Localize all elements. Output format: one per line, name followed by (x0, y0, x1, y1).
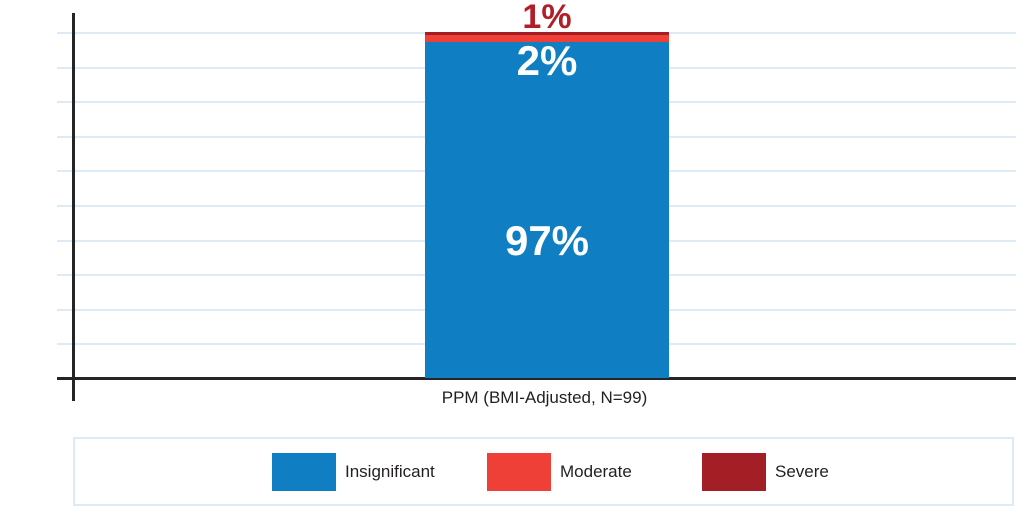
stacked-bar-ppm (425, 32, 669, 378)
data-label-moderate: 2% (516, 37, 578, 84)
legend-box: Insignificant Moderate Severe (73, 437, 1014, 506)
legend-swatch-insignificant (272, 452, 336, 491)
bar-segment-moderate (425, 35, 669, 43)
legend-item-moderate: Moderate (487, 439, 632, 504)
x-axis-category-label: PPM (BMI-Adjusted, N=99) (441, 388, 648, 407)
legend-item-severe: Severe (702, 439, 829, 504)
legend-label: Insignificant (345, 461, 435, 481)
legend-swatch-moderate (487, 452, 551, 491)
data-label-severe: 1% (522, 0, 572, 36)
legend-label: Moderate (560, 461, 632, 481)
bar-segment-insignificant (425, 42, 669, 378)
bar-segment-severe (425, 32, 669, 36)
legend-item-insignificant: Insignificant (272, 439, 435, 504)
y-axis-line (72, 13, 75, 401)
x-axis-line (57, 377, 1016, 380)
legend-label: Severe (775, 461, 829, 481)
data-label-insignificant: 97% (504, 217, 590, 264)
legend-swatch-severe (702, 452, 766, 491)
